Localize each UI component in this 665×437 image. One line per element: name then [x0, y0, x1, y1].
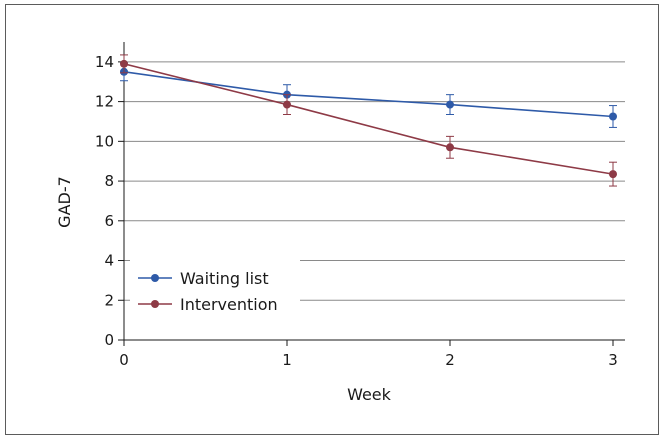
x-tick-label: 3	[608, 351, 618, 369]
y-tick-label: 14	[95, 53, 114, 71]
axes	[118, 42, 625, 346]
legend-label: Intervention	[180, 295, 278, 314]
data-point	[446, 100, 454, 109]
legend-background	[130, 259, 300, 317]
x-tick-label: 0	[119, 351, 129, 369]
y-tick-label: 2	[104, 291, 114, 309]
data-point	[609, 112, 617, 121]
series-layer	[120, 54, 617, 187]
data-point	[283, 100, 291, 109]
y-tick-labels: 0 2 4 6 8 10 12 14	[95, 53, 114, 349]
data-point	[609, 170, 617, 179]
legend-marker	[151, 300, 159, 308]
y-axis-label: GAD-7	[55, 176, 74, 228]
y-tick-label: 8	[104, 172, 114, 190]
series-line	[123, 63, 614, 175]
series-intervention	[120, 54, 617, 187]
legend: Waiting list Intervention	[130, 259, 300, 317]
data-point	[446, 143, 454, 152]
y-tick-label: 4	[104, 252, 114, 270]
x-tick-labels: 0 1 2 3	[119, 351, 618, 369]
y-tick-label: 0	[104, 331, 114, 349]
x-axis-label: Week	[347, 385, 392, 404]
legend-label: Waiting list	[180, 269, 269, 288]
x-tick-label: 1	[282, 351, 292, 369]
y-tick-label: 12	[95, 93, 114, 111]
figure-frame	[5, 4, 659, 435]
x-tick-label: 2	[445, 351, 455, 369]
y-tick-label: 6	[104, 212, 114, 230]
series-line	[123, 71, 614, 118]
series-waiting-list	[120, 62, 617, 128]
data-point	[120, 59, 128, 68]
y-tick-label: 10	[95, 132, 114, 150]
legend-marker	[151, 274, 159, 282]
